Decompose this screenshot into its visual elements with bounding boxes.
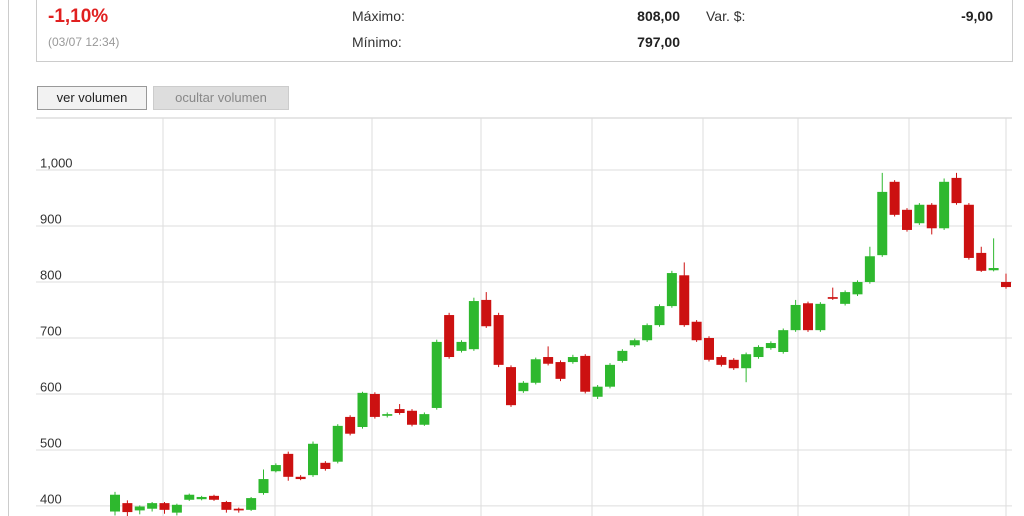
candle-body — [481, 299, 492, 327]
candle-body — [889, 181, 900, 215]
candle-body — [357, 392, 368, 427]
candle-body — [258, 479, 269, 494]
candle-body — [1001, 282, 1011, 288]
candle-body — [976, 252, 987, 271]
candle-body — [184, 494, 195, 500]
candle-body — [765, 343, 776, 349]
y-tick-label: 400 — [40, 491, 62, 506]
candle-body — [110, 494, 120, 512]
candle-body — [753, 346, 764, 358]
candle-body — [308, 443, 318, 476]
candle-body — [419, 414, 430, 425]
candle-body — [134, 506, 145, 511]
candle-body — [988, 268, 999, 271]
quote-box — [36, 0, 1013, 62]
candle-body — [741, 354, 752, 369]
candle-body — [295, 476, 306, 480]
candle-body — [246, 498, 257, 510]
button[interactable]: ver volumen — [37, 86, 147, 110]
candle-body — [679, 275, 690, 326]
y-tick-label: 600 — [40, 379, 62, 394]
candle-body — [716, 357, 727, 365]
candle-body — [283, 453, 294, 477]
candle-body — [159, 503, 170, 510]
candle-body — [394, 409, 405, 414]
timestamp: (03/07 12:34) — [48, 35, 120, 49]
candle-body — [704, 337, 714, 360]
y-tick-label: 1,000 — [40, 155, 73, 170]
candle-body — [840, 292, 851, 304]
y-tick-label: 800 — [40, 267, 62, 282]
candle-body — [369, 393, 380, 417]
candle-body — [592, 386, 603, 397]
candle-body — [691, 321, 702, 341]
candle-body — [728, 359, 739, 369]
candle-body — [555, 362, 566, 379]
candle-body — [171, 504, 182, 513]
candle-body — [815, 303, 826, 331]
candle-body — [431, 341, 442, 408]
candle-body — [642, 325, 653, 341]
y-tick-label: 700 — [40, 323, 62, 338]
candle-body — [827, 297, 838, 299]
candle-body — [654, 306, 665, 326]
candle-body — [852, 282, 863, 295]
stat-label: Var. $: — [706, 8, 746, 24]
candle-body — [332, 425, 343, 462]
candle-body — [270, 465, 281, 472]
candle-body — [221, 502, 232, 510]
candle-body — [605, 364, 615, 387]
candle-body — [864, 256, 875, 283]
candle-body — [877, 191, 888, 256]
candle-body — [914, 204, 925, 224]
candle-body — [951, 177, 962, 204]
y-tick-label: 900 — [40, 211, 62, 226]
candle-body — [320, 462, 331, 469]
candle-body — [778, 330, 789, 352]
candle-body — [567, 357, 578, 363]
candle-body — [468, 301, 479, 350]
candle-body — [617, 350, 628, 361]
stat-value: 808,00 — [637, 8, 680, 24]
candle-body — [629, 340, 640, 346]
stat-label: Máximo: — [352, 8, 405, 24]
candle-body — [518, 382, 529, 392]
candle-body — [147, 503, 158, 509]
change: -1,10% — [48, 6, 109, 27]
candle-body — [444, 315, 455, 358]
candle-body — [580, 355, 591, 392]
candle-body — [803, 303, 813, 331]
candle-body — [963, 204, 974, 258]
button[interactable]: ocultar volumen — [153, 86, 289, 110]
candle-body — [407, 410, 417, 425]
candle-body — [543, 357, 554, 364]
candle-body — [926, 204, 937, 229]
candle-body — [530, 359, 541, 383]
candle-body — [209, 495, 219, 500]
stat-value: -9,00 — [961, 8, 993, 24]
y-tick-label: 500 — [40, 435, 62, 450]
candle-body — [233, 508, 244, 511]
candle-body — [345, 416, 356, 434]
candle-body — [382, 414, 393, 416]
candle-body — [790, 304, 801, 331]
candle-body — [493, 315, 504, 365]
candle-body — [902, 209, 912, 230]
candle-body — [196, 496, 207, 500]
stat-label: Mínimo: — [352, 34, 402, 50]
page-border — [8, 0, 9, 516]
stat-value: 797,00 — [637, 34, 680, 50]
candle-body — [506, 367, 516, 406]
candle-body — [456, 341, 467, 351]
candle-body — [122, 503, 133, 513]
candle-body — [939, 181, 950, 229]
candle-body — [666, 273, 677, 307]
